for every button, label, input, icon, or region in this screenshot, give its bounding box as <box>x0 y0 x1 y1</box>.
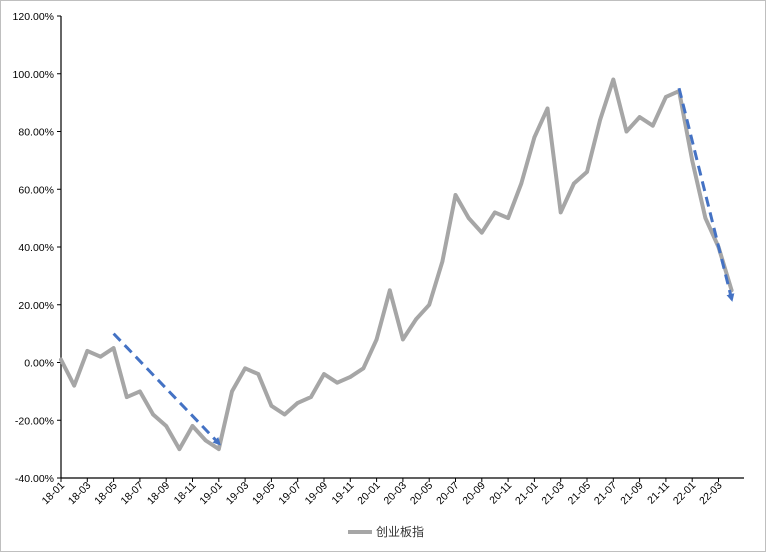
x-tick-label: 20-03 <box>382 480 410 508</box>
x-tick-label: 18-11 <box>172 480 199 507</box>
x-tick-label: 18-03 <box>66 480 94 508</box>
x-tick-label: 20-05 <box>408 480 436 508</box>
data-point <box>624 129 629 134</box>
x-tick-label: 19-01 <box>197 480 225 508</box>
data-point <box>703 216 708 220</box>
axes: -40.00% -20.00% 0.00% 20.00% 40.00% 60.00% 80.… <box>13 11 744 507</box>
x-tick-label: 20-11 <box>487 480 514 507</box>
legend-label: 创业板指 <box>376 524 424 539</box>
data-point <box>414 317 418 322</box>
y-tick-label: -40.00% <box>15 473 54 485</box>
y-tick-label: 100.00% <box>13 69 54 81</box>
y-tick-label: 0.00% <box>24 358 54 370</box>
x-tick-label: 21-09 <box>618 480 646 508</box>
data-point <box>125 395 129 399</box>
data-point <box>506 216 510 220</box>
data-point <box>651 123 655 128</box>
data-point <box>256 372 261 376</box>
data-point <box>217 447 221 451</box>
series-layer <box>59 77 734 452</box>
data-point <box>177 447 182 451</box>
x-tick-label: 22-03 <box>697 480 725 508</box>
data-point <box>401 337 405 342</box>
trend-arrow <box>112 332 221 446</box>
series-line <box>59 77 734 452</box>
data-point <box>335 380 340 385</box>
x-tick-label: 18-09 <box>145 480 173 508</box>
data-point <box>480 230 484 235</box>
data-point <box>427 303 432 307</box>
data-point <box>59 357 63 362</box>
data-point <box>572 181 576 186</box>
data-point <box>466 216 471 220</box>
x-tick-label: 20-01 <box>355 480 383 508</box>
data-point <box>690 158 694 163</box>
x-tick-label: 18-07 <box>119 480 147 508</box>
data-point <box>493 210 497 215</box>
x-tick-label: 19-07 <box>276 480 304 508</box>
data-point <box>72 383 76 388</box>
data-point <box>388 288 392 293</box>
x-tick-label: 21-01 <box>513 480 541 508</box>
data-point <box>98 354 103 359</box>
data-point <box>309 395 313 399</box>
data-point <box>85 349 90 353</box>
y-tick-label: 80.00% <box>18 127 54 139</box>
data-point <box>282 412 287 417</box>
data-point <box>519 181 524 186</box>
x-tick-label: 19-11 <box>329 480 356 507</box>
x-tick-label: 20-09 <box>460 480 488 508</box>
data-point <box>164 424 168 428</box>
data-point <box>151 412 155 417</box>
x-tick-label: 21-11 <box>645 480 672 507</box>
data-point <box>598 118 602 122</box>
x-tick-label: 18-05 <box>92 480 120 508</box>
x-tick-label: 21-07 <box>592 480 620 508</box>
data-point <box>558 210 563 215</box>
trend-layer <box>112 87 735 446</box>
data-point <box>243 366 247 371</box>
data-point <box>545 106 550 111</box>
data-point <box>453 193 458 197</box>
data-point <box>637 115 642 119</box>
data-point <box>532 135 537 140</box>
data-point <box>190 424 195 428</box>
data-point <box>585 170 589 174</box>
data-point <box>230 389 234 394</box>
x-tick-label: 19-03 <box>224 480 252 508</box>
data-point <box>361 366 366 371</box>
data-point <box>664 95 668 99</box>
data-point <box>440 259 445 264</box>
data-point <box>111 346 116 350</box>
x-tick-label: 19-05 <box>250 480 278 508</box>
data-point <box>374 337 379 342</box>
y-tick-label: 40.00% <box>18 242 54 254</box>
x-tick-label: 20-07 <box>434 480 462 508</box>
y-tick-label: 120.00% <box>13 11 54 23</box>
x-tick-label: 22-01 <box>671 480 699 508</box>
data-point <box>322 372 326 376</box>
y-tick-label: -20.00% <box>15 415 54 427</box>
trend-arrow <box>677 87 735 302</box>
data-point <box>269 404 274 408</box>
x-tick-label: 21-03 <box>539 480 567 508</box>
data-point <box>138 389 142 394</box>
x-tick-label: 21-05 <box>566 480 594 508</box>
data-point <box>295 401 300 405</box>
data-point <box>203 438 208 443</box>
y-tick-label: 60.00% <box>18 184 54 196</box>
data-point <box>611 77 616 82</box>
data-point <box>348 375 353 379</box>
x-tick-label: 19-09 <box>303 480 331 508</box>
legend: 创业板指 <box>348 524 424 539</box>
y-tick-label: 20.00% <box>18 300 54 312</box>
